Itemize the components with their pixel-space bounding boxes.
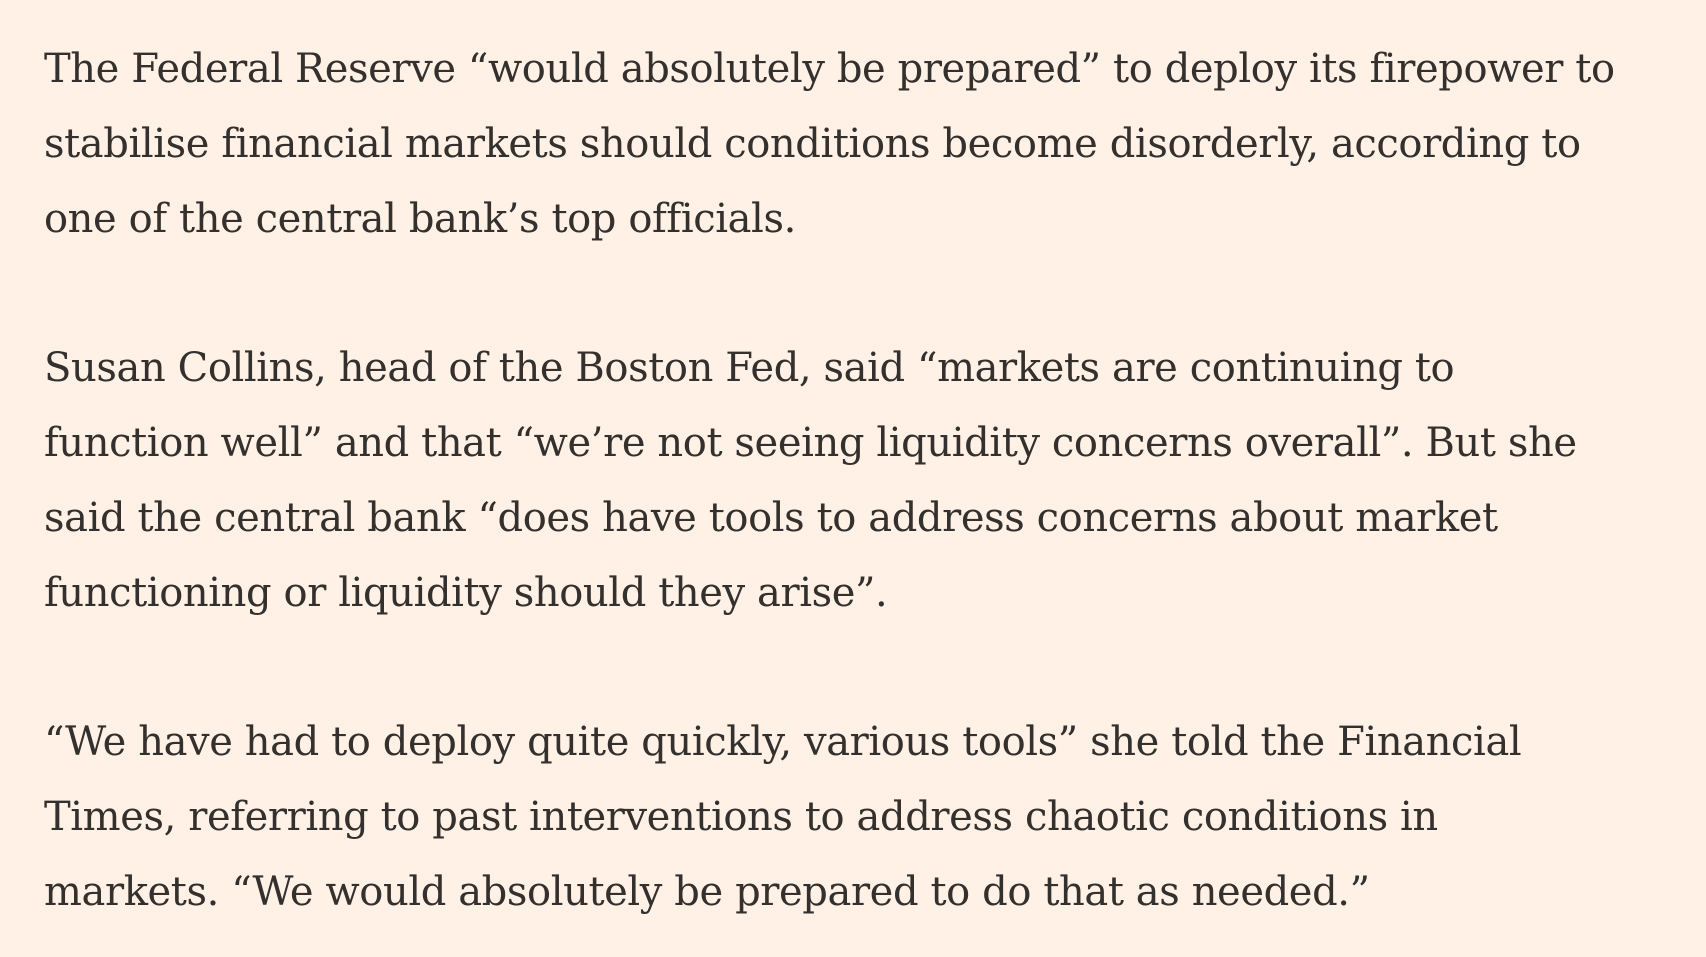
paragraph-line: function well” and that “we’re not seein… (44, 420, 1577, 466)
paragraph-line: said the central bank “does have tools t… (44, 495, 1498, 541)
paragraph-line: “We have had to deploy quite quickly, va… (44, 719, 1522, 765)
paragraph-line: stabilise financial markets should condi… (44, 121, 1581, 167)
paragraph-line: one of the central bank’s top officials. (44, 196, 796, 242)
article-paragraph-2: Susan Collins, head of the Boston Fed, s… (44, 331, 1640, 631)
paragraph-line: Times, referring to past interventions t… (44, 794, 1438, 840)
paragraph-line: markets. “We would absolutely be prepare… (44, 869, 1370, 915)
article-paragraph-1: The Federal Reserve “would absolutely be… (44, 32, 1640, 257)
article-body: The Federal Reserve “would absolutely be… (44, 32, 1640, 930)
paragraph-line: Susan Collins, head of the Boston Fed, s… (44, 345, 1455, 391)
article-paragraph-3: “We have had to deploy quite quickly, va… (44, 705, 1640, 930)
paragraph-line: functioning or liquidity should they ari… (44, 570, 888, 616)
paragraph-line: The Federal Reserve “would absolutely be… (44, 46, 1615, 92)
